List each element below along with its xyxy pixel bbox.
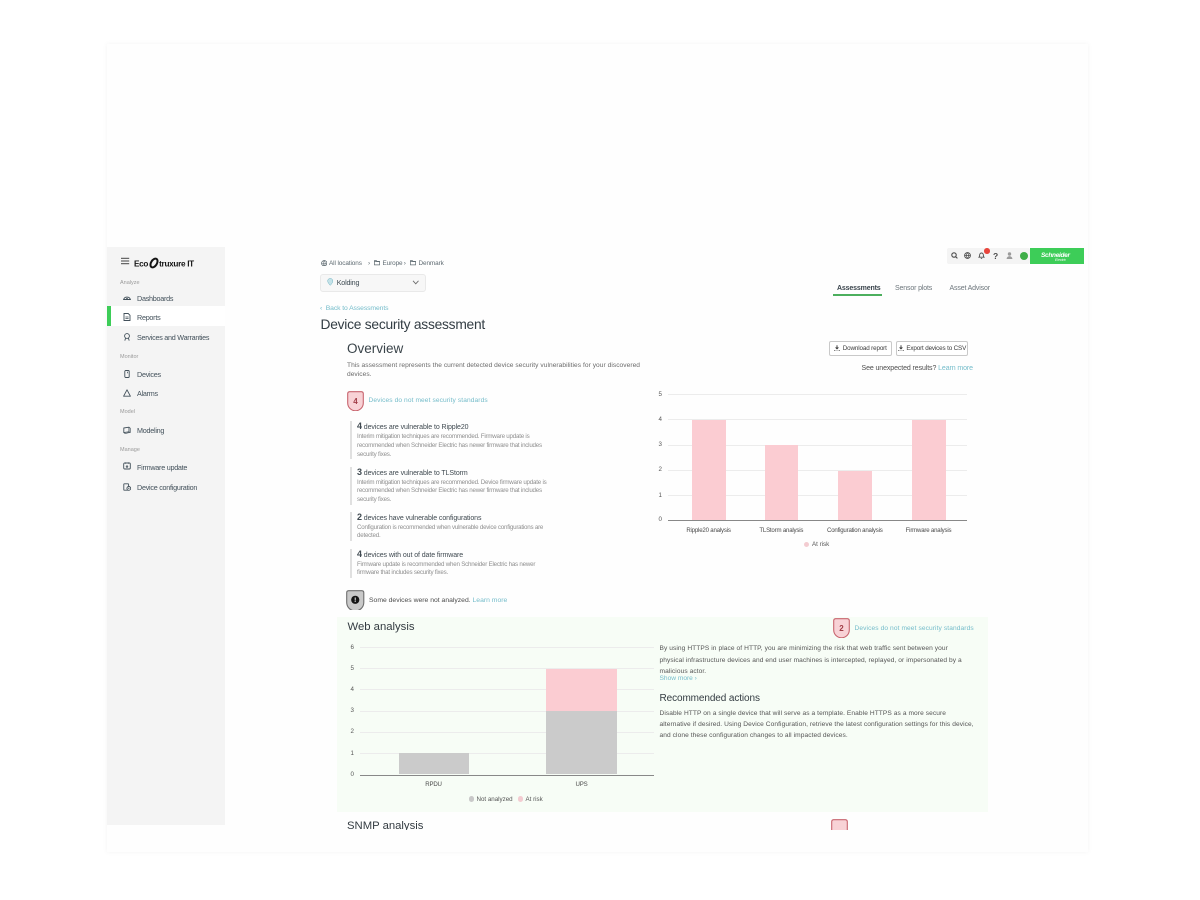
svg-text:2: 2 (839, 624, 844, 633)
svg-text:!: ! (354, 597, 356, 604)
svg-text:4: 4 (353, 396, 358, 405)
